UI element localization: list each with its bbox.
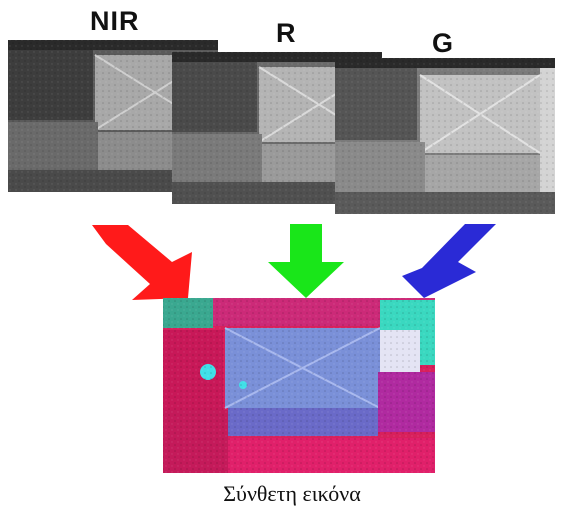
composite-caption: Σύνθετη εικόνα bbox=[223, 481, 361, 506]
red-label: R bbox=[276, 18, 297, 48]
nir-label: NIR bbox=[90, 6, 140, 36]
green-band-image bbox=[335, 58, 555, 214]
red-arrow bbox=[92, 225, 192, 300]
green-label: G bbox=[432, 28, 455, 58]
green-arrow bbox=[268, 224, 344, 298]
blue-arrow bbox=[402, 224, 496, 298]
composite-image bbox=[163, 298, 435, 473]
